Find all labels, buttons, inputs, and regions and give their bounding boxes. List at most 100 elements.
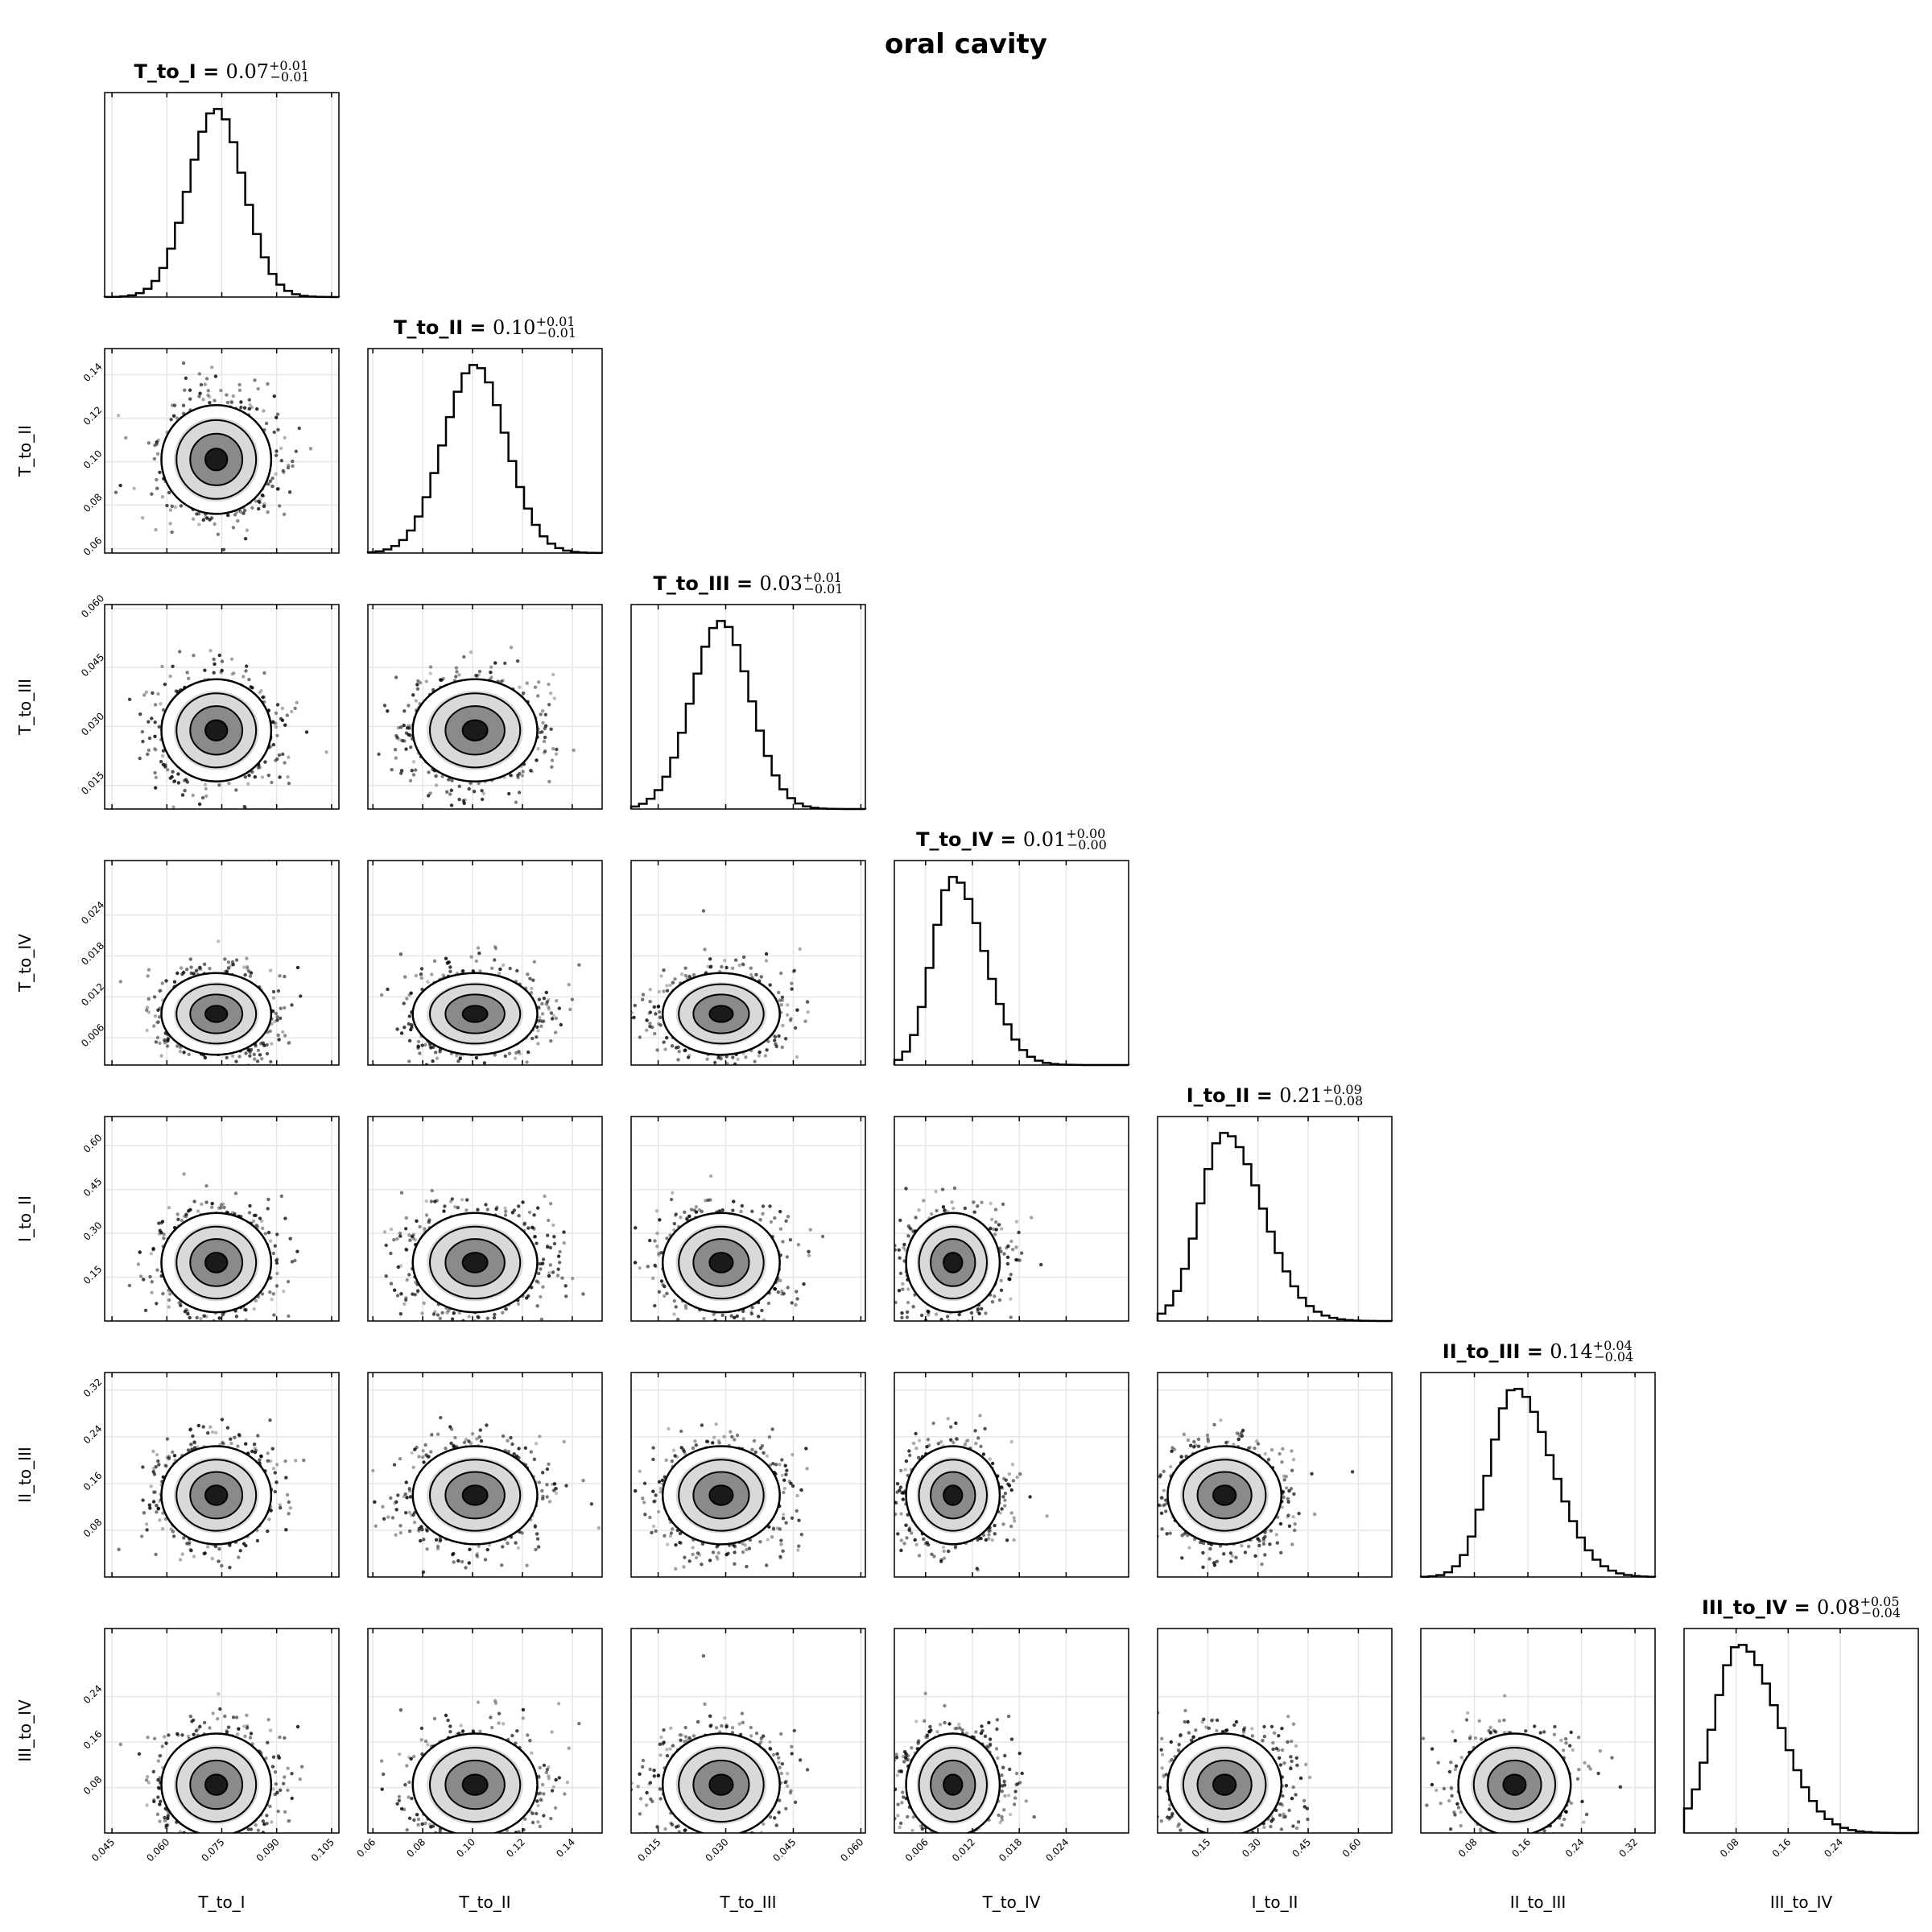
panel-frame — [894, 1116, 1129, 1322]
y-tick-label: 0.45 — [81, 1175, 105, 1199]
histogram-step — [630, 620, 865, 811]
panel-title-T_to_I: T_to_I = 0.07+0.01 −0.01 — [134, 58, 309, 85]
x-tick-label: 0.15 — [1190, 1836, 1213, 1860]
scatter-points — [379, 1699, 581, 1833]
x-tick-label: 0.060 — [838, 1836, 865, 1864]
y-tick-label: 0.14 — [81, 361, 105, 384]
panel-frame — [630, 1372, 866, 1578]
panel-frame — [894, 1372, 1129, 1578]
contour-2 — [175, 692, 258, 769]
x-axis-label-I_to_II: I_to_II — [1252, 1893, 1298, 1912]
x-axis-label-T_to_IV: T_to_IV — [982, 1893, 1041, 1912]
x-tick-label: 0.075 — [199, 1836, 226, 1864]
x-tick-label: 0.045 — [770, 1836, 798, 1864]
contour-core — [943, 1252, 964, 1274]
contour-core — [1212, 1773, 1237, 1796]
panel-frame — [630, 860, 866, 1066]
panel-title-T_to_II: T_to_II = 0.10+0.01 −0.01 — [394, 314, 576, 341]
scatter-panel-T_to_III-vs-III_to_IV — [630, 1628, 866, 1834]
histogram-panel-III_to_IV — [1682, 1628, 1920, 1835]
panel-frame — [367, 860, 603, 1066]
scatter-panel-T_to_II-vs-II_to_III — [367, 1372, 603, 1578]
contour-2 — [175, 419, 258, 500]
contour-2 — [678, 1459, 765, 1532]
contour-2 — [1182, 1459, 1267, 1532]
x-tick-label: 0.14 — [554, 1836, 577, 1860]
scatter-points — [127, 1172, 299, 1321]
histogram-panel-II_to_III — [1419, 1372, 1657, 1578]
y-tick-label: 0.018 — [79, 940, 106, 968]
panel-frame — [1157, 1116, 1393, 1322]
x-tick-label: 0.06 — [355, 1836, 378, 1860]
panel-frame — [630, 1628, 866, 1834]
contour-core — [708, 1484, 734, 1506]
y-tick-label: 0.15 — [81, 1263, 105, 1286]
x-tick-label: 0.105 — [309, 1836, 336, 1864]
scatter-points — [894, 1414, 1049, 1572]
contour-2 — [918, 1225, 988, 1300]
histogram-step — [103, 108, 341, 299]
contour-2 — [429, 983, 522, 1045]
panel-frame — [367, 348, 603, 554]
contour-core — [943, 1484, 964, 1506]
y-tick-label: 0.045 — [79, 651, 106, 679]
x-tick-label: 0.10 — [454, 1836, 477, 1860]
x-tick-label: 0.090 — [254, 1836, 282, 1864]
x-axis-label-T_to_I: T_to_I — [197, 1893, 245, 1912]
y-tick-label: 0.006 — [79, 1022, 106, 1049]
histogram-step — [1682, 1644, 1920, 1835]
histogram-step — [1156, 1132, 1393, 1323]
contour-2 — [918, 1746, 988, 1823]
scatter-panel-T_to_I-vs-T_to_III — [104, 604, 340, 810]
panel-frame — [1420, 1372, 1656, 1578]
x-axis-label-T_to_III: T_to_III — [720, 1893, 777, 1912]
x-tick-label: 0.018 — [997, 1836, 1024, 1864]
y-tick-label: 0.06 — [81, 535, 105, 558]
y-axis-label-T_to_IV: T_to_IV — [15, 934, 35, 993]
y-tick-label: 0.12 — [81, 404, 105, 427]
y-tick-label: 0.60 — [81, 1132, 105, 1155]
scatter-points — [634, 1422, 809, 1571]
contour-core — [461, 1005, 489, 1023]
scatter-points — [631, 1174, 825, 1321]
panel-frame — [367, 604, 603, 810]
histogram-step — [1419, 1388, 1657, 1578]
contour-core — [1212, 1484, 1237, 1506]
scatter-points — [631, 909, 810, 1065]
scatter-points — [382, 1188, 585, 1321]
contour-core — [204, 1252, 229, 1274]
contour-core — [708, 1005, 734, 1023]
scatter-panel-I_to_II-vs-II_to_III — [1157, 1372, 1393, 1578]
panel-frame — [630, 1116, 866, 1322]
contour-core — [461, 1484, 489, 1506]
scatter-points — [1158, 1708, 1312, 1833]
figure-title: oral cavity — [885, 28, 1047, 60]
scatter-points — [114, 361, 313, 551]
scatter-panel-T_to_II-vs-I_to_II — [367, 1116, 603, 1322]
panel-title-III_to_IV: III_to_IV = 0.08+0.05 −0.04 — [1702, 1594, 1901, 1620]
contour-core — [461, 719, 489, 742]
contour-core — [204, 1773, 229, 1796]
panel-title-T_to_III: T_to_III = 0.03+0.01 −0.01 — [654, 570, 844, 597]
scatter-points — [127, 649, 328, 809]
y-tick-label: 0.16 — [81, 1728, 105, 1752]
contour-core — [708, 1252, 734, 1274]
scatter-panel-T_to_I-vs-I_to_II — [104, 1116, 340, 1322]
contour-2 — [429, 1225, 522, 1300]
x-tick-label: 0.08 — [404, 1836, 427, 1860]
contour-2 — [175, 1746, 258, 1823]
contour-2 — [175, 1225, 258, 1300]
contour-core — [204, 719, 229, 742]
panel-frame — [1420, 1628, 1656, 1834]
y-tick-label: 0.16 — [81, 1470, 105, 1493]
x-tick-label: 0.024 — [1043, 1836, 1071, 1864]
scatter-panel-T_to_III-vs-I_to_II — [630, 1116, 866, 1322]
y-tick-label: 0.10 — [81, 448, 105, 471]
contour-core — [204, 448, 229, 472]
y-axis-label-II_to_III: II_to_III — [15, 1447, 35, 1503]
y-tick-label: 0.08 — [81, 1517, 105, 1540]
x-tick-label: 0.006 — [903, 1836, 931, 1864]
histogram-panel-T_to_I — [103, 92, 341, 299]
scatter-panel-T_to_IV-vs-II_to_III — [894, 1372, 1129, 1578]
y-axis-label-III_to_IV: III_to_IV — [15, 1699, 35, 1762]
